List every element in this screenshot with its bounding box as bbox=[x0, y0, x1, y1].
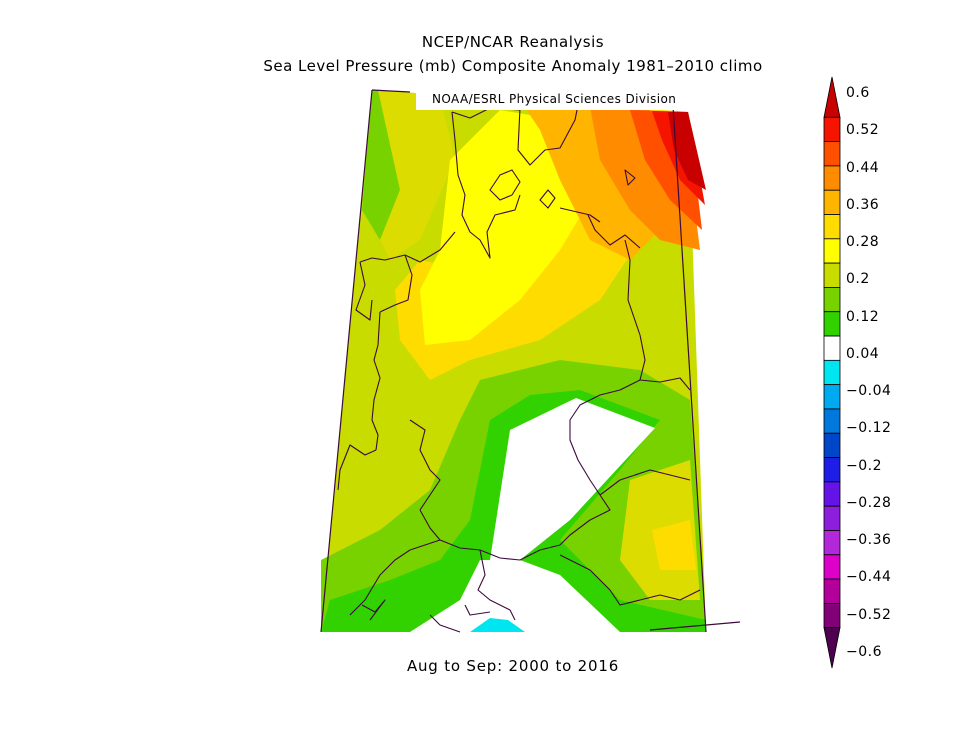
colorbar-label: 0.28 bbox=[846, 234, 880, 251]
contour-band-se-0-36 bbox=[652, 520, 696, 570]
neutral-zone-north bbox=[490, 398, 655, 560]
colorbar-label: 0.2 bbox=[846, 271, 870, 288]
colorbar-cell bbox=[823, 335, 841, 361]
colorbar-cell bbox=[823, 287, 841, 313]
colorbar-label: 0.44 bbox=[846, 159, 880, 176]
colorbar-cell bbox=[823, 602, 841, 629]
colorbar-cell bbox=[823, 384, 841, 410]
colorbar-cell bbox=[823, 141, 841, 167]
chart-subtitle: Sea Level Pressure (mb) Composite Anomal… bbox=[263, 57, 763, 75]
neutral-zone-south bbox=[410, 560, 620, 632]
colorbar-cell bbox=[823, 116, 841, 143]
contour-band-west-green bbox=[362, 90, 400, 240]
colorbar-cell bbox=[823, 457, 841, 483]
colorbar-label: 0.12 bbox=[846, 308, 880, 325]
negative-anomaly-patch bbox=[470, 618, 525, 632]
colorbar-label: −0.28 bbox=[846, 494, 892, 511]
colorbar-cell bbox=[823, 262, 841, 288]
contour-band-0-60 bbox=[668, 112, 706, 190]
colorbar-label: −0.44 bbox=[846, 569, 892, 586]
colorbar-label: −0.6 bbox=[846, 644, 882, 660]
colorbar-cell bbox=[823, 214, 841, 240]
colorbar-cell bbox=[823, 530, 841, 556]
colorbar-cell bbox=[823, 554, 841, 580]
colorbar-arrow-bottom bbox=[823, 627, 841, 669]
colorbar-cell bbox=[823, 165, 841, 191]
map-frame bbox=[320, 89, 741, 633]
colorbar-cell bbox=[823, 505, 841, 531]
colorbar-label: −0.12 bbox=[846, 420, 892, 437]
colorbar-label: −0.04 bbox=[846, 383, 892, 400]
colorbar-cell bbox=[823, 481, 841, 507]
colorbar-cell bbox=[823, 408, 841, 434]
contour-band-0-44 bbox=[590, 107, 700, 250]
colorbar-label: 0.04 bbox=[846, 345, 880, 362]
chart-title: NCEP/NCAR Reanalysis bbox=[421, 33, 605, 51]
colorbar-cell bbox=[823, 578, 841, 604]
colorbar-cell bbox=[823, 238, 841, 264]
colorbar-cell bbox=[823, 311, 841, 337]
colorbar-cell bbox=[823, 189, 841, 215]
contour-band-yellowgreen-west bbox=[378, 90, 455, 260]
colorbar-label: 0.36 bbox=[846, 196, 880, 213]
contour-band-0-32 bbox=[420, 110, 590, 345]
colorbar-arrow-top bbox=[823, 76, 841, 118]
colorbar-cells bbox=[823, 76, 841, 669]
colorbar-label: −0.36 bbox=[846, 532, 892, 549]
colorbar-label: 0.52 bbox=[846, 122, 880, 139]
country-borders bbox=[337, 104, 701, 633]
colorbar-label: 0.6 bbox=[846, 85, 870, 101]
colorbar-cell bbox=[823, 359, 841, 386]
credit-label: NOAA/ESRL Physical Sciences Division bbox=[416, 88, 706, 110]
colorbar-label: −0.2 bbox=[846, 457, 882, 474]
colorbar-cell bbox=[823, 432, 841, 458]
time-period: Aug to Sep: 2000 to 2016 bbox=[406, 657, 620, 675]
colorbar-label: −0.52 bbox=[846, 606, 892, 623]
